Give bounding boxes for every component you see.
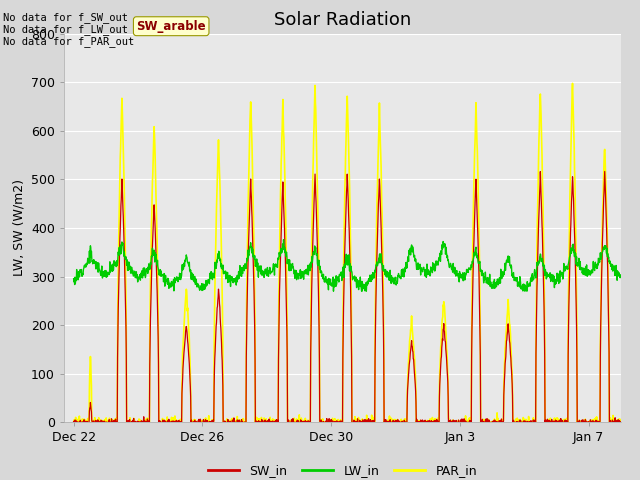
Text: No data for f_PAR_out: No data for f_PAR_out — [3, 36, 134, 47]
Text: No data for f_SW_out: No data for f_SW_out — [3, 12, 128, 23]
Text: No data for f_LW_out: No data for f_LW_out — [3, 24, 128, 35]
Text: SW_arable: SW_arable — [136, 20, 206, 33]
Title: Solar Radiation: Solar Radiation — [274, 11, 411, 29]
Y-axis label: LW, SW (W/m2): LW, SW (W/m2) — [12, 180, 26, 276]
Legend: SW_in, LW_in, PAR_in: SW_in, LW_in, PAR_in — [203, 459, 482, 480]
